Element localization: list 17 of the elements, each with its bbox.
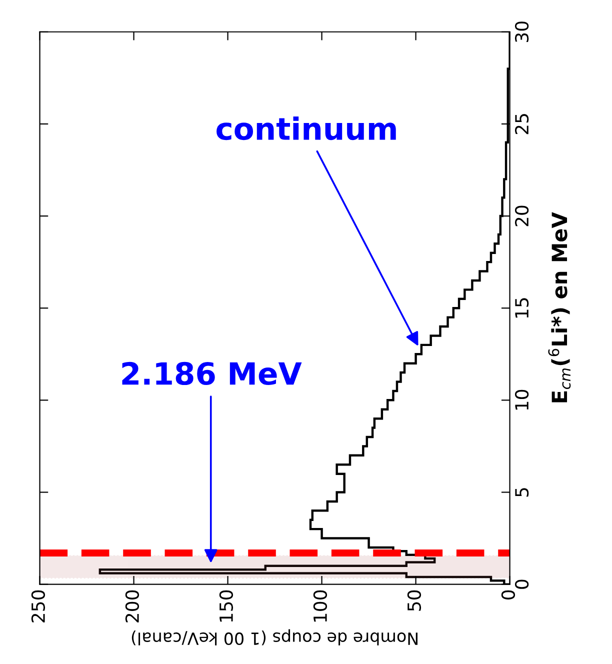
y-tick-label: 25 <box>514 114 529 134</box>
y-tick-label: 5 <box>515 488 529 497</box>
y-tick-label: 20 <box>514 206 529 226</box>
x-tick-label: 0 <box>501 590 516 600</box>
annotation: 2.186 MeV <box>122 362 302 386</box>
x-tick-label: 200 <box>125 590 140 622</box>
annotation: continuum <box>216 116 396 140</box>
x-tick-label: 100 <box>313 590 328 622</box>
y-axis-title: E$_{cm}$($^{6}$Li*) en MeV <box>548 212 571 402</box>
y-tick-label: 30 <box>514 22 529 42</box>
x-tick-label: 250 <box>31 590 46 622</box>
x-axis-title: Nombre de coups (1 00 keV/canal) <box>132 629 418 646</box>
x-tick-label: 150 <box>219 590 234 622</box>
y-tick-label: 10 <box>514 390 529 410</box>
y-tick-label: 15 <box>515 298 529 318</box>
y-tick-label: 0 <box>514 580 529 589</box>
x-tick-label: 50 <box>407 590 422 611</box>
